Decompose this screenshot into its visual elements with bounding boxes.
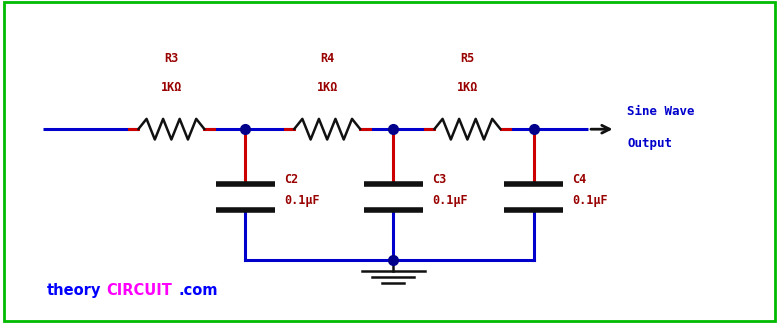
- Text: 1KΩ: 1KΩ: [456, 81, 478, 94]
- Text: 1KΩ: 1KΩ: [316, 81, 338, 94]
- Text: 0.1μF: 0.1μF: [573, 194, 608, 207]
- Text: C2: C2: [284, 173, 298, 186]
- Text: CIRCUIT: CIRCUIT: [106, 283, 172, 298]
- Text: R3: R3: [164, 52, 178, 65]
- Text: Output: Output: [627, 137, 672, 150]
- Text: C4: C4: [573, 173, 587, 186]
- Text: 0.1μF: 0.1μF: [432, 194, 468, 207]
- Text: C3: C3: [432, 173, 446, 186]
- Text: 0.1μF: 0.1μF: [284, 194, 320, 207]
- Text: .com: .com: [178, 283, 218, 298]
- Text: Sine Wave: Sine Wave: [627, 105, 695, 118]
- Text: R4: R4: [320, 52, 334, 65]
- Text: R5: R5: [460, 52, 474, 65]
- Text: theory: theory: [47, 283, 101, 298]
- Text: 1KΩ: 1KΩ: [160, 81, 182, 94]
